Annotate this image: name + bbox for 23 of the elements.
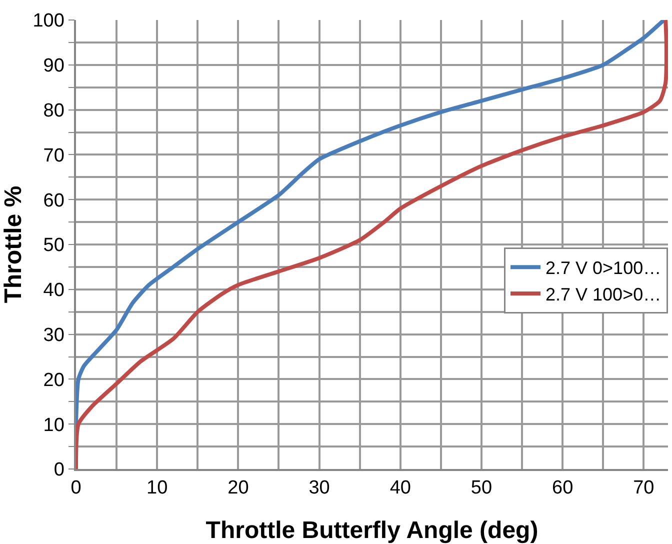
x-tick-label: 0 xyxy=(70,478,82,499)
y-tick-label: 40 xyxy=(43,280,64,302)
y-axis-title: Throttle % xyxy=(0,186,27,304)
y-tick-label: 60 xyxy=(43,190,64,212)
x-tick-label: 10 xyxy=(146,478,168,499)
x-tick-label: 20 xyxy=(228,478,249,499)
y-tick-label: 30 xyxy=(43,324,64,346)
x-tick-label: 40 xyxy=(390,478,411,499)
y-tick-label: 90 xyxy=(43,56,64,77)
x-tick-label: 70 xyxy=(633,478,654,499)
y-tick-label: 70 xyxy=(43,145,64,166)
x-tick-label: 50 xyxy=(470,478,492,499)
x-axis-title: Throttle Butterfly Angle (deg) xyxy=(206,517,538,544)
y-tick-label: 0 xyxy=(54,460,64,481)
x-tick-label: 60 xyxy=(552,478,574,499)
x-tick-label: 30 xyxy=(308,478,330,499)
y-tick-label: 80 xyxy=(43,100,64,122)
legend-label: 2.7 V 0>100… xyxy=(546,258,662,278)
y-tick-label: 10 xyxy=(43,414,64,436)
y-tick-label: 50 xyxy=(43,235,64,256)
legend-label: 2.7 V 100>0… xyxy=(546,284,662,305)
y-tick-label: 100 xyxy=(32,10,64,32)
y-tick-label: 20 xyxy=(43,370,64,391)
